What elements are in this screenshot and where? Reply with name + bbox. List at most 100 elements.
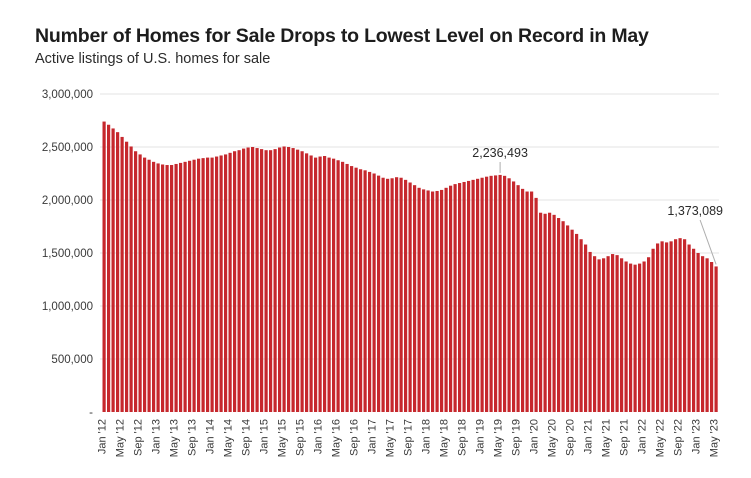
bar	[570, 229, 574, 412]
bar	[102, 121, 106, 412]
bar	[336, 160, 340, 412]
x-tick-label: Sep '13	[187, 419, 199, 456]
bar	[471, 179, 475, 412]
bar	[273, 149, 277, 412]
bar	[134, 151, 138, 413]
bar	[512, 181, 516, 412]
x-tick-label: May '19	[493, 419, 505, 457]
x-tick-label: Jan '23	[691, 419, 703, 454]
bar	[381, 177, 385, 412]
bar	[525, 191, 529, 412]
y-tick-label: 3,000,000	[42, 89, 93, 101]
x-tick-label: Sep '15	[295, 419, 307, 456]
bar	[485, 176, 489, 412]
y-tick-label: 2,000,000	[42, 195, 93, 207]
bar	[129, 146, 133, 412]
bar	[656, 243, 660, 412]
bar	[579, 239, 583, 412]
bar	[552, 214, 556, 412]
bar	[633, 264, 637, 412]
bar	[611, 254, 615, 412]
bar	[327, 157, 331, 412]
x-tick-label: Jan '13	[151, 419, 163, 454]
bar	[584, 244, 588, 412]
bar	[408, 182, 412, 412]
x-tick-label: Sep '21	[619, 419, 631, 456]
x-tick-label: May '17	[385, 419, 397, 457]
bar	[206, 157, 210, 412]
bar	[606, 256, 610, 412]
bar	[566, 225, 570, 412]
bar	[305, 153, 309, 413]
x-tick-label: Sep '20	[565, 419, 577, 456]
bar	[624, 261, 628, 412]
x-tick-label: Jan '21	[583, 419, 595, 454]
bar	[260, 149, 264, 412]
bar	[620, 258, 624, 412]
bar	[368, 171, 372, 412]
bar	[683, 239, 687, 412]
bar	[417, 187, 421, 412]
bar	[543, 213, 547, 412]
bar	[143, 157, 147, 412]
bar	[228, 152, 232, 412]
x-tick-label: Jan '20	[529, 419, 541, 454]
bar	[651, 248, 655, 412]
bar	[426, 190, 430, 412]
bar	[210, 157, 214, 412]
bar	[314, 157, 318, 412]
x-tick-label: May '14	[223, 419, 235, 457]
bar	[435, 190, 439, 412]
bar	[696, 253, 700, 412]
bar	[332, 158, 336, 412]
bar	[116, 132, 120, 412]
bar	[575, 233, 579, 412]
bar	[282, 146, 286, 412]
bar	[341, 161, 345, 412]
bar	[192, 159, 196, 412]
bar	[705, 258, 709, 412]
bar	[363, 170, 367, 412]
bar	[602, 258, 606, 412]
bar	[498, 174, 502, 412]
bar	[287, 147, 291, 412]
bar	[345, 163, 349, 412]
bar	[215, 156, 219, 412]
y-tick-label: 2,500,000	[42, 142, 93, 154]
bar	[678, 238, 682, 412]
bar	[197, 158, 201, 412]
bar	[399, 177, 403, 412]
bar	[561, 221, 565, 412]
bar	[359, 169, 363, 412]
bar	[300, 151, 304, 413]
bar	[687, 244, 691, 412]
annotation-label: 2,236,493	[472, 146, 528, 160]
bar	[224, 154, 228, 413]
bar	[521, 188, 525, 412]
x-tick-label: Sep '12	[133, 419, 145, 456]
bar	[170, 165, 174, 412]
bar	[395, 177, 399, 412]
bar	[174, 163, 178, 412]
y-tick-label: 500,000	[51, 354, 93, 366]
bar	[431, 191, 435, 412]
bar	[125, 141, 129, 412]
x-tick-label: Jan '15	[259, 419, 271, 454]
bar	[309, 155, 313, 413]
bar	[615, 255, 619, 412]
bar	[165, 165, 169, 412]
bar	[593, 256, 597, 412]
bar	[539, 212, 543, 412]
bar	[111, 128, 115, 412]
y-tick-label: 1,500,000	[42, 248, 93, 260]
bar	[453, 184, 457, 412]
bar	[480, 177, 484, 412]
x-tick-label: May '12	[115, 419, 127, 457]
bar	[597, 259, 601, 412]
x-tick-label: May '15	[277, 419, 289, 457]
bar	[638, 263, 642, 412]
x-tick-label: Sep '22	[673, 419, 685, 456]
bar	[692, 248, 696, 412]
bar	[489, 175, 493, 412]
